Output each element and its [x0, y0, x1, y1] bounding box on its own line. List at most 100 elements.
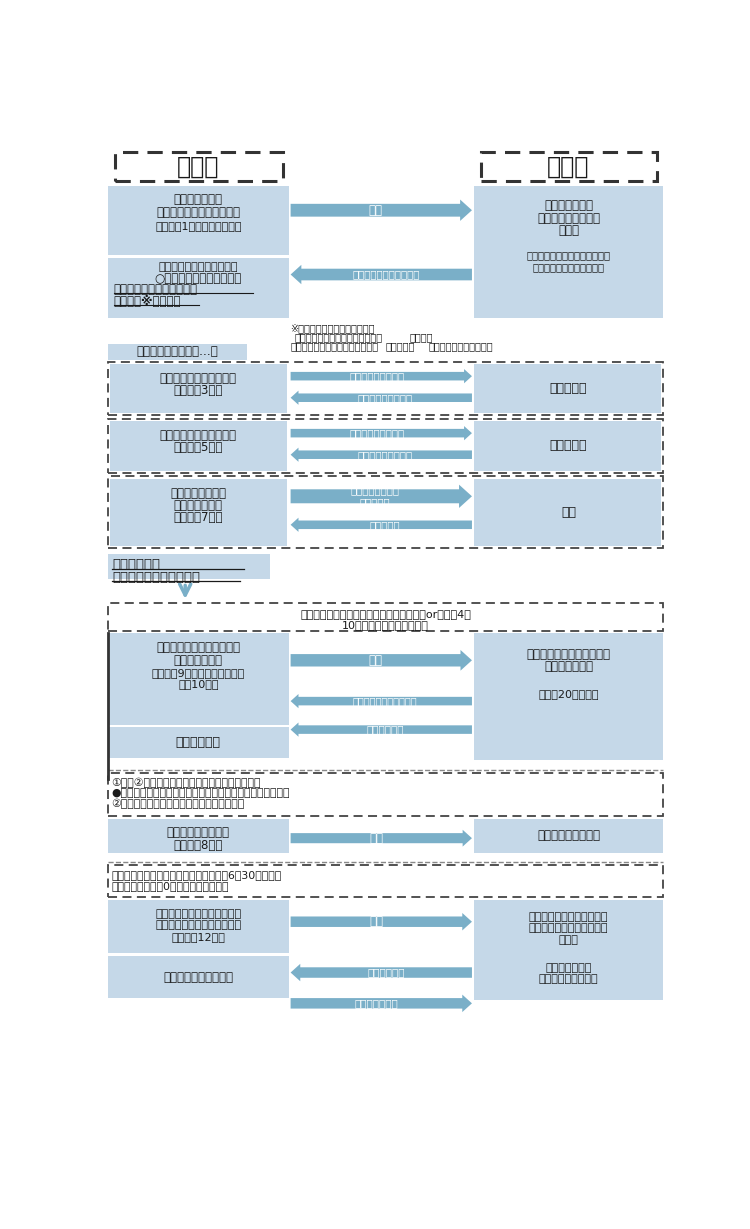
- Text: （様式第5号）: （様式第5号）: [174, 441, 223, 455]
- Polygon shape: [290, 723, 472, 736]
- Text: 返還金の支払い: 返還金の支払い: [355, 998, 398, 1008]
- Bar: [108, 186, 289, 256]
- Text: 事業廃止承認申請書: 事業廃止承認申請書: [350, 428, 405, 439]
- Text: 「交付申請書」: 「交付申請書」: [174, 193, 223, 206]
- Bar: [108, 554, 271, 579]
- Bar: [116, 152, 283, 182]
- Text: 事業完了に遅れが: 事業完了に遅れが: [170, 487, 226, 500]
- Text: （様式第3号）: （様式第3号）: [174, 385, 223, 397]
- Text: に行う必要があります。: に行う必要があります。: [428, 342, 494, 351]
- Text: 事業計画変更申請書: 事業計画変更申請書: [350, 371, 405, 381]
- Text: ②賃金額を引き上げてから６月を経過した日: ②賃金額を引き上げてから６月を経過した日: [112, 799, 244, 809]
- Text: 「事業実績報告書」「支給: 「事業実績報告書」「支給: [526, 648, 610, 661]
- Text: 労働局: 労働局: [548, 155, 590, 178]
- Bar: [108, 956, 289, 998]
- Bar: [110, 478, 286, 546]
- Text: ○計画に基づき、事業（設: ○計画に基づき、事業（設: [154, 272, 242, 285]
- Text: 「事業実施計画書」: 「事業実施計画書」: [537, 211, 600, 225]
- Bar: [473, 633, 663, 760]
- Polygon shape: [290, 426, 472, 440]
- Text: 事業完了予定期日
変更報告書: 事業完了予定期日 変更報告書: [350, 485, 399, 508]
- Bar: [473, 420, 661, 471]
- Text: 事業計画を中止する場合: 事業計画を中止する場合: [160, 429, 237, 442]
- Text: 「交付申請書」: 「交付申請書」: [544, 199, 593, 211]
- Text: 申請書」の作成: 申請書」の作成: [174, 654, 223, 667]
- Polygon shape: [290, 369, 472, 383]
- Text: 必要な連絡: 必要な連絡: [370, 520, 400, 530]
- Text: ＜事業実施期間中に…＞: ＜事業実施期間中に…＞: [136, 345, 218, 359]
- Text: （仕入控除税額が0円の場合を含む。）: （仕入控除税額が0円の場合を含む。）: [112, 880, 229, 891]
- Text: （原則20日以内）: （原則20日以内）: [538, 689, 598, 699]
- Text: 後に行う: 後に行う: [410, 332, 433, 343]
- Text: （交付申請から交付決定まで約: （交付申請から交付決定まで約: [526, 251, 610, 261]
- Polygon shape: [290, 964, 472, 981]
- Polygon shape: [290, 517, 472, 532]
- Bar: [108, 361, 664, 415]
- Text: 申請（郵送の場合は労働局到着）: 申請（郵送の場合は労働局到着）: [295, 332, 382, 343]
- Bar: [108, 900, 289, 952]
- Text: 申請者: 申請者: [177, 155, 220, 178]
- Text: 交付（不交付）決定通知: 交付（不交付）決定通知: [353, 269, 420, 279]
- Text: 承認（不承認）通知: 承認（不承認）通知: [358, 393, 413, 403]
- Text: 事業計画を変更する場合: 事業計画を変更する場合: [160, 372, 237, 385]
- Bar: [110, 420, 286, 471]
- Text: 「状況報告」の審査: 「状況報告」の審査: [537, 830, 600, 842]
- Text: 金引上げ※）の実施: 金引上げ※）の実施: [114, 295, 182, 308]
- Text: 式第10号）: 式第10号）: [178, 680, 219, 689]
- Bar: [108, 633, 289, 725]
- Polygon shape: [290, 830, 472, 847]
- Text: 額の確定・支給決定通知: 額の確定・支給決定通知: [353, 696, 418, 707]
- Text: 承認（不承認）通知: 承認（不承認）通知: [358, 450, 413, 460]
- Polygon shape: [290, 264, 472, 284]
- Text: 審査・通知: 審査・通知: [550, 439, 587, 452]
- Text: 「消費税及び地方消費税に: 「消費税及び地方消費税に: [529, 912, 608, 922]
- Bar: [473, 900, 663, 1000]
- Text: （様式第9号、別紙１・２、様: （様式第9号、別紙１・２、様: [152, 667, 245, 677]
- Polygon shape: [290, 199, 472, 221]
- Text: 助成金の受領: 助成金の受領: [176, 736, 220, 750]
- Bar: [108, 865, 664, 897]
- Text: 提出: 提出: [368, 654, 382, 667]
- Bar: [108, 344, 248, 360]
- Bar: [482, 152, 657, 182]
- Polygon shape: [290, 447, 472, 462]
- Text: （様式第12号）: （様式第12号）: [172, 933, 225, 943]
- Bar: [108, 603, 664, 630]
- Text: （経費の支払いも含む）: （経費の支払いも含む）: [112, 570, 200, 584]
- Polygon shape: [290, 994, 472, 1011]
- Text: 「状況報告」の作成: 「状況報告」の作成: [166, 826, 230, 839]
- Bar: [108, 773, 664, 816]
- Text: 見込まれる場合: 見込まれる場合: [174, 499, 223, 512]
- Text: 返還金の請求: 返還金の請求: [368, 967, 405, 977]
- Text: 「事業実施計画書」の作成: 「事業実施計画書」の作成: [156, 206, 240, 220]
- Polygon shape: [290, 694, 472, 708]
- Text: 事業完了日から起算して１月を経過する日or翌年度4月: 事業完了日から起算して１月を経過する日or翌年度4月: [300, 610, 471, 619]
- Text: 係る仕入控除税額報告書」: 係る仕入控除税額報告書」: [529, 923, 608, 933]
- Bar: [473, 478, 661, 546]
- Bar: [110, 364, 286, 413]
- Bar: [473, 819, 663, 853]
- Text: 10日のいずれか早い日まで: 10日のいずれか早い日まで: [342, 619, 429, 630]
- Text: ①又は②のいずれか遅い日から起算して１月以内: ①又は②のいずれか遅い日から起算して１月以内: [112, 777, 261, 788]
- Text: 提出: 提出: [370, 832, 383, 844]
- Text: の審査: の審査: [558, 224, 579, 237]
- Text: （様式第7号）: （様式第7号）: [173, 511, 223, 525]
- Text: （返還が生じる場合）: （返還が生じる場合）: [164, 971, 233, 983]
- Text: （審査の結果、: （審査の結果、: [545, 962, 592, 972]
- Text: 提出: 提出: [368, 204, 382, 216]
- Bar: [108, 819, 289, 853]
- Polygon shape: [290, 913, 472, 930]
- Bar: [108, 258, 289, 318]
- Text: 備投資等と事業場内最低賃: 備投資等と事業場内最低賃: [114, 284, 198, 296]
- Text: ●賃金額を引き上げてから支払請求手続きを行った日の前日: ●賃金額を引き上げてから支払請求手続きを行った日の前日: [112, 788, 290, 798]
- Bar: [108, 477, 664, 548]
- Polygon shape: [290, 484, 472, 508]
- Text: 助成金支払い: 助成金支払い: [367, 725, 404, 735]
- Text: の審査: の審査: [559, 935, 578, 945]
- Text: 確認: 確認: [561, 505, 576, 519]
- Text: 交付決定後: 交付決定後: [386, 342, 415, 351]
- Text: （交付決定通知が来たら）: （交付決定通知が来たら）: [159, 262, 238, 272]
- Text: （様式第1号、別紙１・２）: （様式第1号、別紙１・２）: [155, 221, 242, 231]
- Bar: [108, 419, 664, 473]
- Text: ＜事業完了＞: ＜事業完了＞: [112, 558, 160, 571]
